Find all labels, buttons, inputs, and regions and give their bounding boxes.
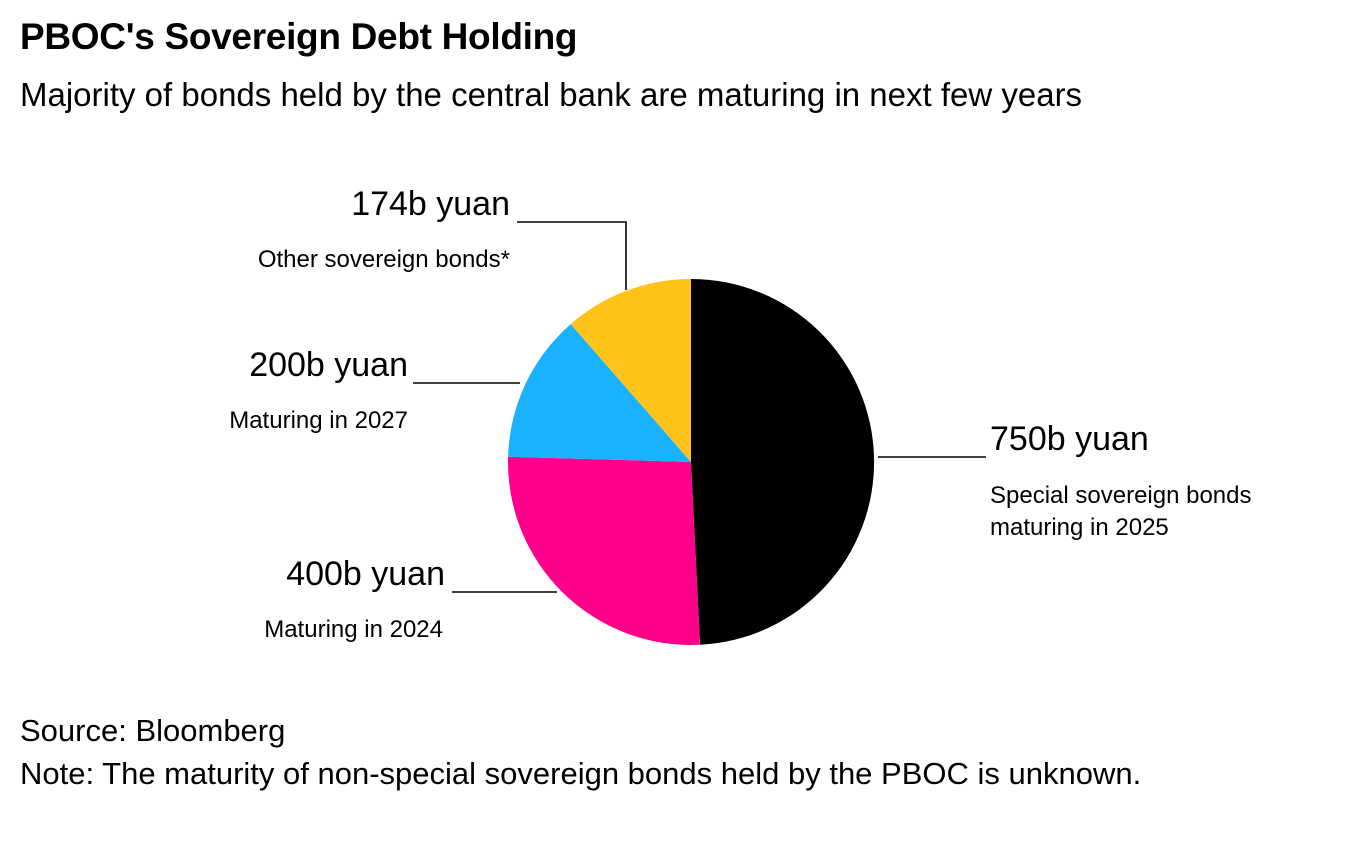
category-label-line: Maturing in 2027 [229, 407, 408, 434]
category-label-line: Other sovereign bonds* [258, 246, 510, 273]
chart-subtitle: Majority of bonds held by the central ba… [20, 76, 1083, 113]
pie-slice-s2027 [508, 324, 691, 462]
source-note: Source: Bloomberg [20, 713, 286, 748]
category-label-line: Special sovereign bonds [990, 482, 1252, 509]
footnote: Note: The maturity of non-special sovere… [20, 756, 1142, 791]
value-label-s2025: 750b yuan [990, 420, 1149, 458]
value-label-s2024: 400b yuan [286, 555, 445, 593]
category-label-sother: Other sovereign bonds* [258, 246, 510, 273]
pie-slice-s2024 [508, 456, 701, 646]
category-label-s2027: Maturing in 2027 [229, 407, 408, 434]
pie-slice-sother [570, 278, 691, 462]
category-label-s2024: Maturing in 2024 [264, 616, 443, 643]
pie-slice-s2025 [691, 278, 875, 645]
category-label-line: Maturing in 2024 [264, 616, 443, 643]
value-label-s2027: 200b yuan [249, 346, 408, 384]
value-label-sother: 174b yuan [351, 185, 510, 223]
category-label-s2025: Special sovereign bonds maturing in 2025 [990, 482, 1252, 541]
chart-title: PBOC's Sovereign Debt Holding [20, 16, 578, 57]
leader-line-sother [517, 221, 627, 290]
category-label-line: maturing in 2025 [990, 514, 1169, 541]
